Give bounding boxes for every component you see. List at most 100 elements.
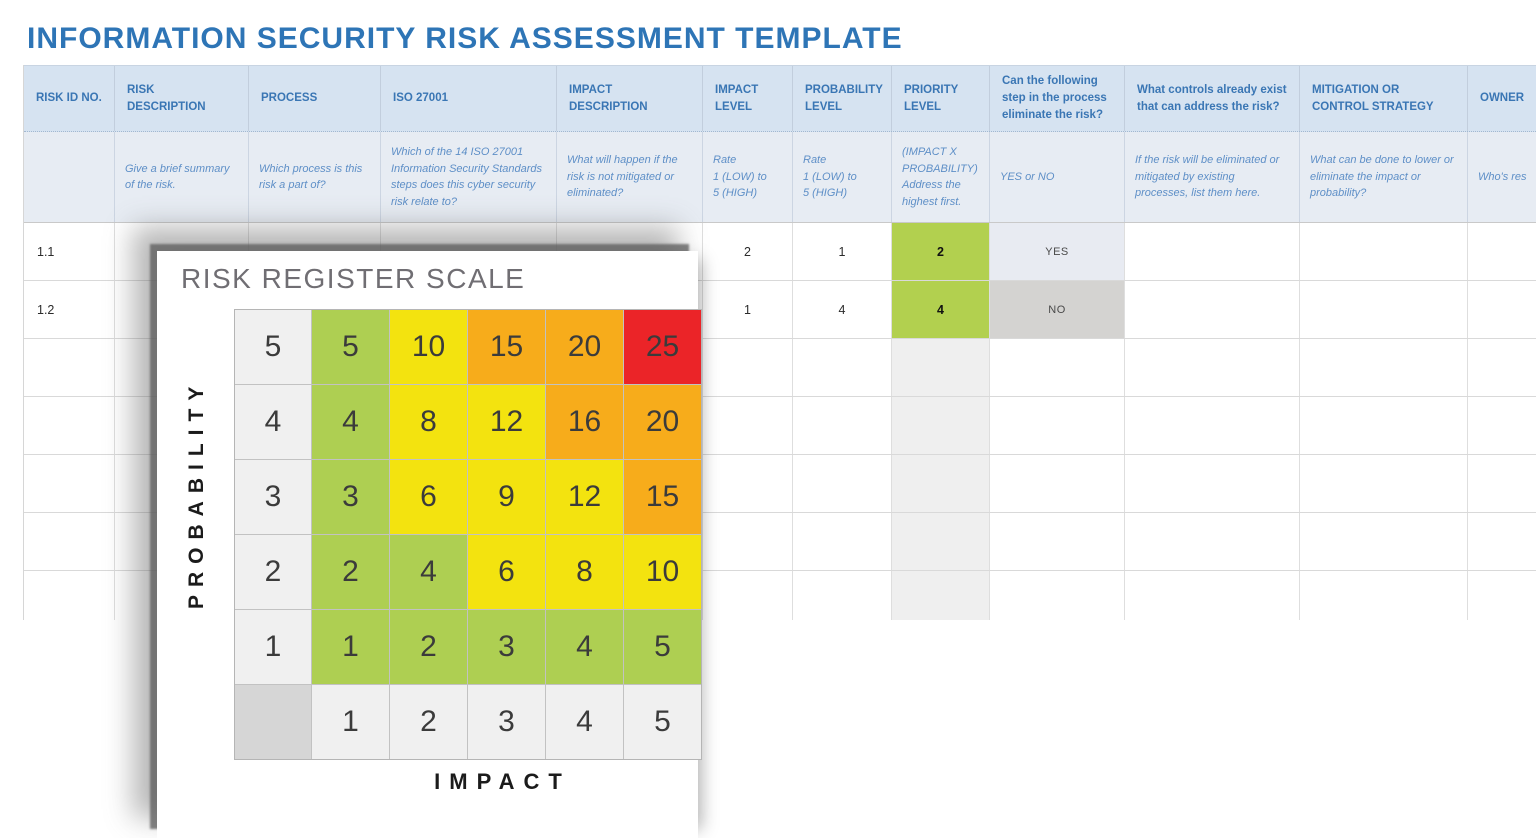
cell-controls[interactable]: [1125, 571, 1300, 620]
matrix-cell: 9: [468, 460, 545, 534]
column-header-impact-description[interactable]: IMPACT DESCRIPTION: [557, 66, 703, 131]
matrix-cell: 4: [312, 385, 389, 459]
matrix-impact-label: 4: [546, 685, 623, 759]
cell-mitigation[interactable]: [1300, 397, 1468, 454]
cell-impact-level[interactable]: [703, 339, 793, 396]
cell-mitigation[interactable]: [1300, 281, 1468, 338]
cell-controls[interactable]: [1125, 513, 1300, 570]
cell-eliminate[interactable]: [990, 513, 1125, 570]
cell-eliminate[interactable]: [990, 571, 1125, 620]
cell-eliminate[interactable]: NO: [990, 281, 1125, 338]
cell-impact-level[interactable]: [703, 513, 793, 570]
matrix-cell: 4: [546, 610, 623, 684]
matrix-cell: 25: [624, 310, 701, 384]
matrix-cell: 3: [312, 460, 389, 534]
cell-impact-description[interactable]: [557, 513, 703, 570]
cell-priority-level[interactable]: 2: [892, 223, 990, 280]
cell-owner[interactable]: [1468, 339, 1536, 396]
cell-risk-id[interactable]: [24, 339, 115, 396]
cell-eliminate[interactable]: YES: [990, 223, 1125, 280]
matrix-cell: 2: [312, 535, 389, 609]
cell-impact-description[interactable]: [557, 455, 703, 512]
cell-impact-description[interactable]: [557, 571, 703, 620]
column-header-controls[interactable]: What controls already exist that can add…: [1125, 66, 1300, 131]
cell-owner[interactable]: [1468, 455, 1536, 512]
column-hint-process: Which process is this risk a part of?: [249, 132, 381, 222]
cell-impact-level[interactable]: 1: [703, 281, 793, 338]
column-header-impact-level[interactable]: IMPACT LEVEL: [703, 66, 793, 131]
column-header-eliminate[interactable]: Can the following step in the process el…: [990, 66, 1125, 131]
cell-mitigation[interactable]: [1300, 339, 1468, 396]
cell-owner[interactable]: [1468, 397, 1536, 454]
matrix-cell: 8: [546, 535, 623, 609]
cell-impact-description[interactable]: [557, 397, 703, 454]
cell-owner[interactable]: [1468, 513, 1536, 570]
matrix-cell: 20: [624, 385, 701, 459]
matrix-cell: 10: [390, 310, 467, 384]
cell-eliminate[interactable]: [990, 339, 1125, 396]
cell-probability-level[interactable]: [793, 455, 892, 512]
matrix-impact-label: 3: [468, 685, 545, 759]
column-header-risk-description[interactable]: RISK DESCRIPTION: [115, 66, 249, 131]
cell-impact-description[interactable]: [557, 223, 703, 280]
cell-risk-id[interactable]: [24, 397, 115, 454]
cell-mitigation[interactable]: [1300, 571, 1468, 620]
cell-risk-id[interactable]: [24, 455, 115, 512]
column-header-priority-level[interactable]: PRIORITY LEVEL: [892, 66, 990, 131]
risk-matrix: 5 5 10 15 20 25 4 4 8 12 16 20 3 3 6 9 12 15 2 2 4 6 8 10 1 1 2 3 4 5…: [234, 309, 702, 760]
cell-impact-level[interactable]: [703, 455, 793, 512]
column-header-risk-id[interactable]: RISK ID NO.: [24, 66, 115, 131]
cell-priority-level[interactable]: [892, 397, 990, 454]
cell-impact-description[interactable]: [557, 281, 703, 338]
cell-controls[interactable]: [1125, 281, 1300, 338]
cell-priority-level[interactable]: [892, 513, 990, 570]
matrix-impact-label: 1: [312, 685, 389, 759]
cell-priority-level[interactable]: [892, 571, 990, 620]
cell-probability-level[interactable]: [793, 571, 892, 620]
cell-probability-level[interactable]: 4: [793, 281, 892, 338]
cell-controls[interactable]: [1125, 223, 1300, 280]
cell-impact-level[interactable]: [703, 397, 793, 454]
cell-risk-id[interactable]: 1.1: [24, 223, 115, 280]
cell-probability-level[interactable]: [793, 513, 892, 570]
matrix-cell: 2: [390, 610, 467, 684]
cell-eliminate[interactable]: [990, 455, 1125, 512]
cell-controls[interactable]: [1125, 455, 1300, 512]
cell-owner[interactable]: [1468, 281, 1536, 338]
column-header-owner[interactable]: OWNER: [1468, 66, 1536, 131]
table-hint-row: Give a brief summary of the risk. Which p…: [24, 132, 1536, 223]
cell-priority-level[interactable]: [892, 339, 990, 396]
column-hint-impact-level: Rate 1 (LOW) to 5 (HIGH): [703, 132, 793, 222]
cell-mitigation[interactable]: [1300, 223, 1468, 280]
table-header-row: RISK ID NO. RISK DESCRIPTION PROCESS ISO 27…: [24, 65, 1536, 132]
cell-probability-level[interactable]: [793, 339, 892, 396]
column-header-probability-level[interactable]: PROBABILITY LEVEL: [793, 66, 892, 131]
cell-mitigation[interactable]: [1300, 513, 1468, 570]
cell-mitigation[interactable]: [1300, 455, 1468, 512]
cell-eliminate[interactable]: [990, 397, 1125, 454]
cell-controls[interactable]: [1125, 339, 1300, 396]
cell-controls[interactable]: [1125, 397, 1300, 454]
matrix-cell: 4: [390, 535, 467, 609]
cell-priority-level[interactable]: [892, 455, 990, 512]
matrix-corner: [235, 685, 311, 759]
cell-risk-id[interactable]: 1.2: [24, 281, 115, 338]
column-header-mitigation[interactable]: MITIGATION OR CONTROL STRATEGY: [1300, 66, 1468, 131]
column-header-process[interactable]: PROCESS: [249, 66, 381, 131]
matrix-probability-label: 2: [235, 535, 311, 609]
cell-owner[interactable]: [1468, 571, 1536, 620]
cell-probability-level[interactable]: [793, 397, 892, 454]
impact-axis-label: IMPACT: [434, 769, 571, 794]
cell-impact-description[interactable]: [557, 339, 703, 396]
cell-owner[interactable]: [1468, 223, 1536, 280]
cell-risk-id[interactable]: [24, 571, 115, 620]
matrix-cell: 12: [546, 460, 623, 534]
cell-risk-id[interactable]: [24, 513, 115, 570]
cell-impact-level[interactable]: 2: [703, 223, 793, 280]
cell-probability-level[interactable]: 1: [793, 223, 892, 280]
risk-register-scale-panel: RISK REGISTER SCALE PROBABILITY 5 5 10 15 20…: [157, 251, 702, 838]
cell-impact-level[interactable]: [703, 571, 793, 620]
column-hint-priority-level: (IMPACT X PROBABILITY) Address the highe…: [892, 132, 990, 222]
cell-priority-level[interactable]: 4: [892, 281, 990, 338]
column-header-iso-27001[interactable]: ISO 27001: [381, 66, 557, 131]
